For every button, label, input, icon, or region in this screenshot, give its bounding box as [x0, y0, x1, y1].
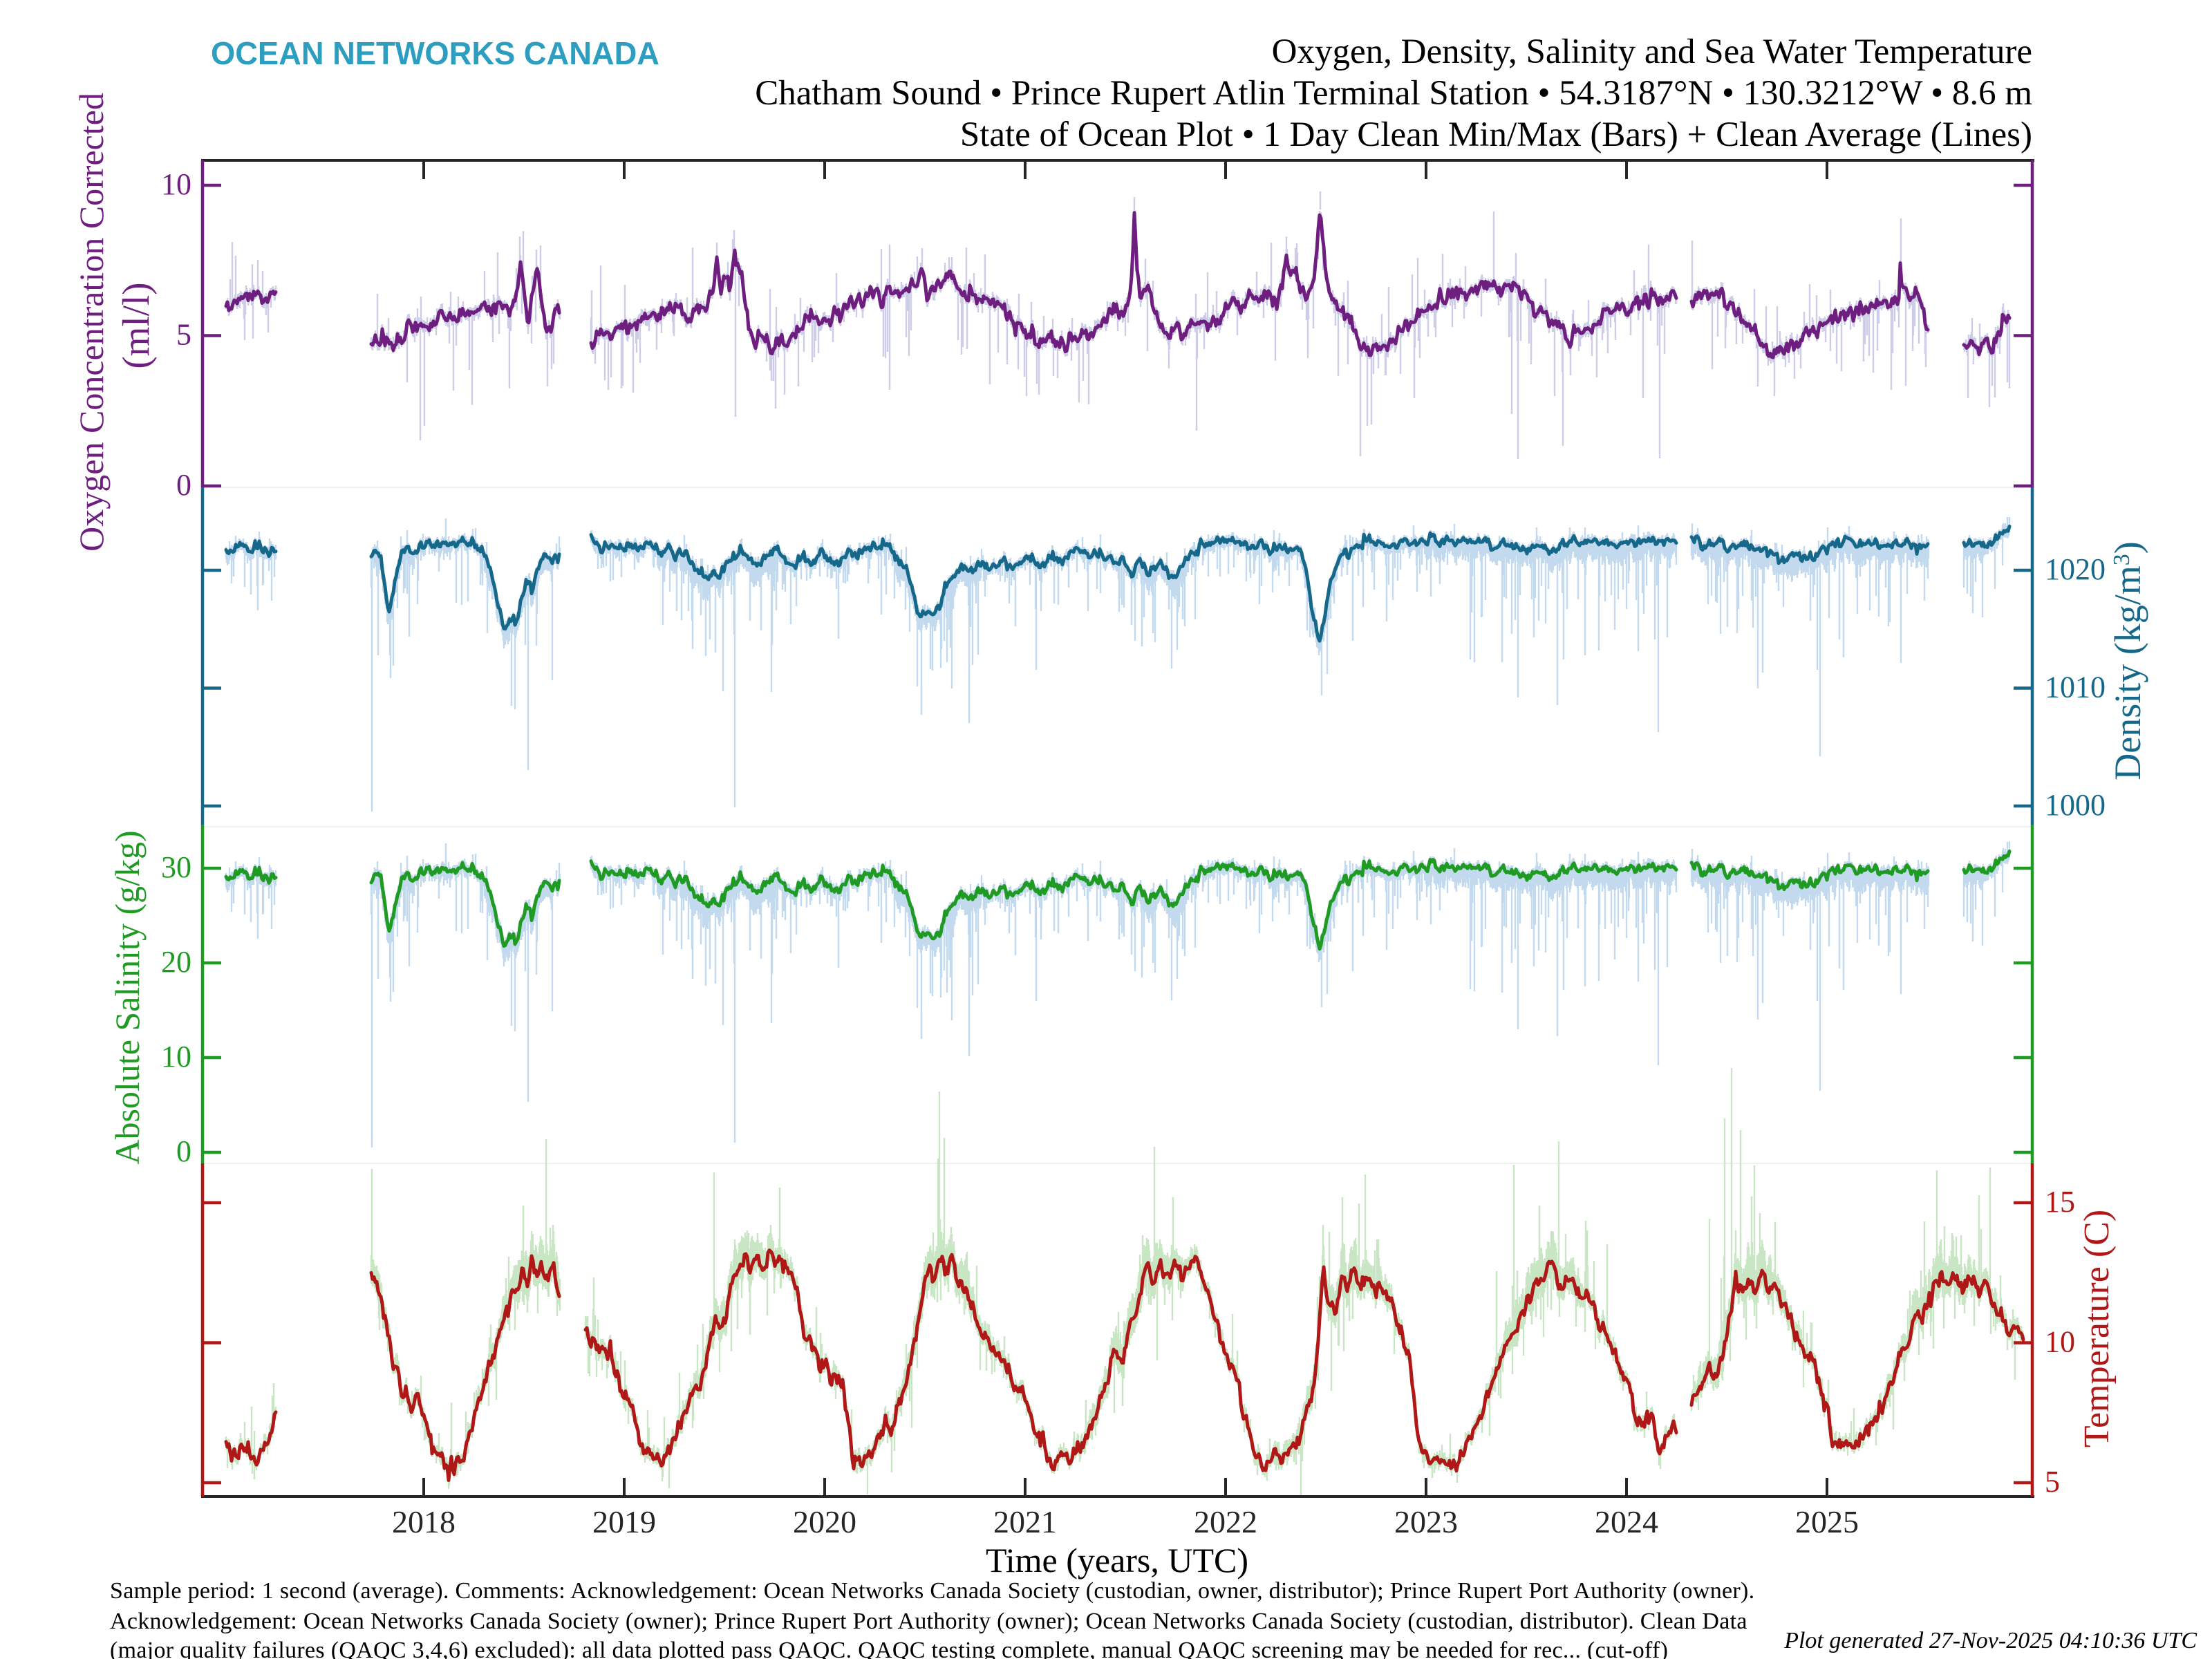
svg-text:2021: 2021 [993, 1504, 1057, 1539]
svg-text:Plot generated 27-Nov-2025 04:: Plot generated 27-Nov-2025 04:10:36 UTC [1783, 1628, 2197, 1653]
svg-text:Temperature (C): Temperature (C) [2077, 1210, 2117, 1447]
svg-text:0: 0 [176, 1134, 191, 1168]
svg-text:Density (kg/m3): Density (kg/m3) [2107, 541, 2148, 780]
svg-text:10: 10 [161, 1040, 191, 1074]
svg-text:10: 10 [161, 167, 191, 201]
svg-text:Sample period: 1 second (avera: Sample period: 1 second (average). Comme… [110, 1578, 1754, 1604]
svg-text:Chatham Sound • Prince Rupert: Chatham Sound • Prince Rupert Atlin Term… [755, 74, 2032, 113]
svg-text:(major quality failures (QAQC: (major quality failures (QAQC 3,4,6) exc… [110, 1638, 1668, 1659]
svg-text:(ml/l): (ml/l) [115, 282, 157, 368]
svg-text:2020: 2020 [793, 1504, 856, 1539]
svg-text:Oxygen Concentration Corrected: Oxygen Concentration Corrected [72, 93, 111, 552]
svg-text:2023: 2023 [1394, 1504, 1458, 1539]
svg-text:State of Ocean Plot • 1 Day Cl: State of Ocean Plot • 1 Day Clean Min/Ma… [960, 115, 2032, 154]
svg-text:Time (years, UTC): Time (years, UTC) [986, 1541, 1248, 1580]
svg-text:5: 5 [176, 318, 191, 352]
svg-text:1000: 1000 [2045, 788, 2106, 822]
svg-text:30: 30 [161, 850, 191, 884]
svg-text:2018: 2018 [392, 1504, 456, 1539]
svg-text:5: 5 [2045, 1465, 2060, 1499]
svg-text:15: 15 [2045, 1185, 2075, 1219]
svg-text:Absolute Salinity (g/kg): Absolute Salinity (g/kg) [108, 830, 147, 1164]
svg-text:1020: 1020 [2045, 552, 2106, 586]
svg-text:2022: 2022 [1194, 1504, 1257, 1539]
svg-text:OCEAN NETWORKS CANADA: OCEAN NETWORKS CANADA [211, 35, 659, 71]
svg-text:2019: 2019 [592, 1504, 656, 1539]
svg-text:2024: 2024 [1595, 1504, 1658, 1539]
svg-text:10: 10 [2045, 1325, 2075, 1359]
svg-text:1010: 1010 [2045, 671, 2106, 704]
svg-text:2025: 2025 [1795, 1504, 1859, 1539]
svg-text:Oxygen, Density, Salinity and: Oxygen, Density, Salinity and Sea Water … [1272, 32, 2032, 71]
svg-text:20: 20 [161, 945, 191, 979]
svg-text:Acknowledgement: Ocean Network: Acknowledgement: Ocean Networks Canada S… [110, 1609, 1747, 1634]
svg-text:0: 0 [176, 468, 191, 502]
